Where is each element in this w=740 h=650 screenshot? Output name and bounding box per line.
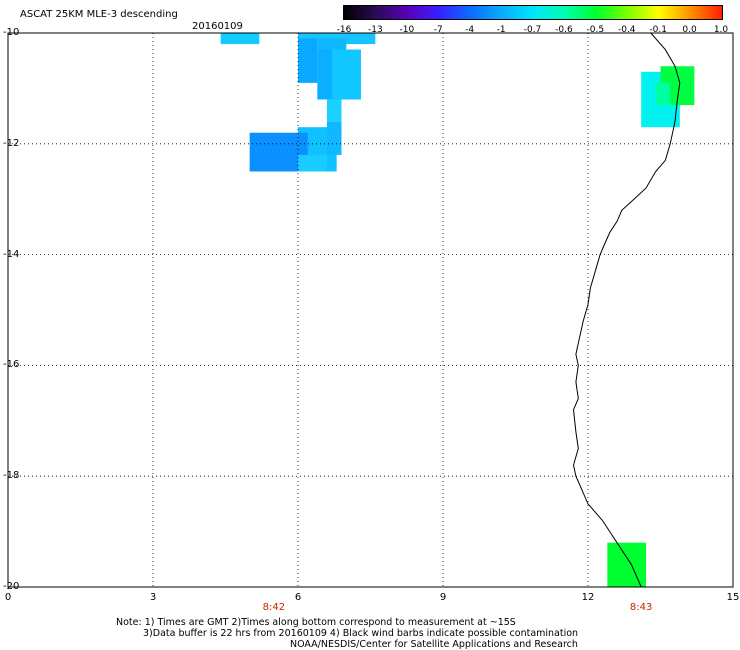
coastline <box>572 32 681 588</box>
y-tick-label: -14 <box>3 248 20 260</box>
wind-cells <box>220 33 695 587</box>
plot-frame <box>7 32 734 588</box>
colorbar-label: -16 <box>336 25 352 35</box>
x-tick-label: 6 <box>294 592 302 603</box>
wind-cell <box>220 33 260 45</box>
wind-cell <box>327 99 342 122</box>
wind-cell <box>327 121 342 155</box>
time-label: 8:42 <box>262 602 286 613</box>
y-tick-label: -18 <box>3 470 20 482</box>
note-line-1: Note: 1) Times are GMT 2)Times along bot… <box>116 617 516 628</box>
note-line-3: NOAA/NESDIS/Center for Satellite Applica… <box>290 639 578 650</box>
x-tick-label: 9 <box>439 592 447 603</box>
wind-cell <box>298 38 318 83</box>
time-label: 8:43 <box>629 602 653 613</box>
wind-cell <box>298 154 327 172</box>
map-date: 20160109 <box>192 21 243 32</box>
y-tick-label: -20 <box>3 581 20 592</box>
colorbar-label: -13 <box>368 25 383 35</box>
colorbar-label: -7 <box>433 25 443 35</box>
colorbar-label: -0.6 <box>555 25 573 35</box>
colorbar-label: -0.1 <box>649 25 667 35</box>
colorbar-label: -4 <box>465 25 475 35</box>
colorbar <box>343 5 723 20</box>
grid-lines <box>7 32 734 588</box>
y-tick-label: -12 <box>3 137 20 149</box>
x-tick-label: 0 <box>4 592 12 603</box>
colorbar-label: -1 <box>496 25 506 35</box>
x-tick-label: 12 <box>581 592 595 603</box>
colorbar-label: -0.4 <box>617 25 636 35</box>
colorbar-label: 1.0 <box>713 25 729 35</box>
colorbar-label: 0.0 <box>682 25 697 35</box>
x-tick-label: 3 <box>149 592 157 603</box>
y-tick-label: -10 <box>3 27 20 38</box>
note-line-2: 3)Data buffer is 22 hrs from 20160109 4)… <box>143 628 579 639</box>
wind-cell <box>331 49 361 100</box>
map-title: ASCAT 25KM MLE-3 descending <box>20 9 178 20</box>
colorbar-label: -0.5 <box>586 25 605 35</box>
wind-cell <box>607 542 646 587</box>
y-tick-label: -16 <box>3 359 20 371</box>
colorbar-label: -10 <box>399 25 415 35</box>
colorbar-label: -0.7 <box>523 25 542 35</box>
wind-cell <box>655 82 671 106</box>
x-tick-label: 15 <box>726 592 740 603</box>
